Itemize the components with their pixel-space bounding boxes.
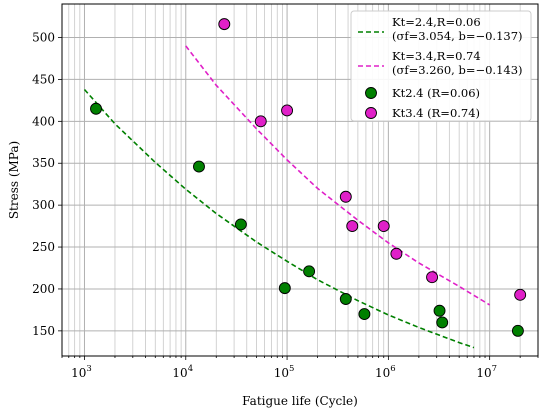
data-point-kt24 xyxy=(303,265,316,278)
x-tick-label: 105 xyxy=(274,364,295,380)
y-tick-label: 250 xyxy=(32,240,55,254)
data-points xyxy=(90,18,527,337)
grid xyxy=(61,4,539,356)
y-tick-label: 150 xyxy=(32,324,55,338)
legend-label-fit-kt34-line1: Kt=3.4,R=0.74 xyxy=(392,49,481,63)
legend-marker-kt34 xyxy=(365,107,377,119)
y-tick-label: 500 xyxy=(32,31,55,45)
data-point-kt34 xyxy=(254,115,267,128)
data-point-kt24 xyxy=(436,316,449,329)
data-point-kt34 xyxy=(339,190,352,203)
data-point-kt24 xyxy=(90,102,102,115)
data-point-kt34 xyxy=(390,247,403,260)
legend-box xyxy=(350,10,532,122)
x-tick-label: 107 xyxy=(476,364,497,380)
data-point-kt34 xyxy=(218,18,231,31)
fit-line-kt34 xyxy=(185,45,491,306)
data-point-kt34 xyxy=(377,220,390,233)
legend-label-kt34: Kt3.4 (R=0.74) xyxy=(392,106,480,120)
y-tick-label: 450 xyxy=(32,72,55,86)
fit-line-kt24 xyxy=(83,88,475,349)
legend-label-fit-kt34-line2: (σf=3.260, b=−0.143) xyxy=(392,63,523,77)
y-tick-label: 200 xyxy=(32,282,55,296)
y-tick-label: 350 xyxy=(32,156,55,170)
legend-label-fit-kt24-line2: (σf=3.054, b=−0.137) xyxy=(392,29,523,43)
data-point-kt24 xyxy=(433,304,446,317)
legend-marker-kt24 xyxy=(365,87,377,99)
legend-label-kt24: Kt2.4 (R=0.06) xyxy=(392,86,480,100)
axis-ticks: 150 200 250 300 350 400 450 500 103 104 105 106 107 xyxy=(32,31,539,380)
data-point-kt24 xyxy=(511,324,524,337)
data-point-kt24 xyxy=(339,293,352,305)
data-point-kt34 xyxy=(346,220,359,233)
x-tick-label: 106 xyxy=(375,364,396,380)
data-point-kt34 xyxy=(514,288,527,301)
fit-lines xyxy=(83,45,491,349)
y-tick-label: 400 xyxy=(32,114,55,128)
plot-frame xyxy=(61,3,539,357)
legend: Kt=2.4,R=0.06 (σf=3.054, b=−0.137) Kt=3.… xyxy=(350,10,532,122)
x-axis-title: Fatigue life (Cycle) xyxy=(242,394,358,408)
y-tick-label: 300 xyxy=(32,198,55,212)
data-point-kt24 xyxy=(278,282,291,295)
data-point-kt24 xyxy=(358,308,371,321)
data-point-kt34 xyxy=(281,104,294,117)
data-point-kt24 xyxy=(193,160,205,173)
data-point-kt24 xyxy=(234,218,247,231)
legend-label-fit-kt24-line1: Kt=2.4,R=0.06 xyxy=(392,15,481,29)
y-axis-title: Stress (MPa) xyxy=(7,141,21,219)
x-tick-label: 103 xyxy=(71,364,92,380)
x-tick-label: 104 xyxy=(172,364,193,380)
data-point-kt34 xyxy=(426,271,439,284)
